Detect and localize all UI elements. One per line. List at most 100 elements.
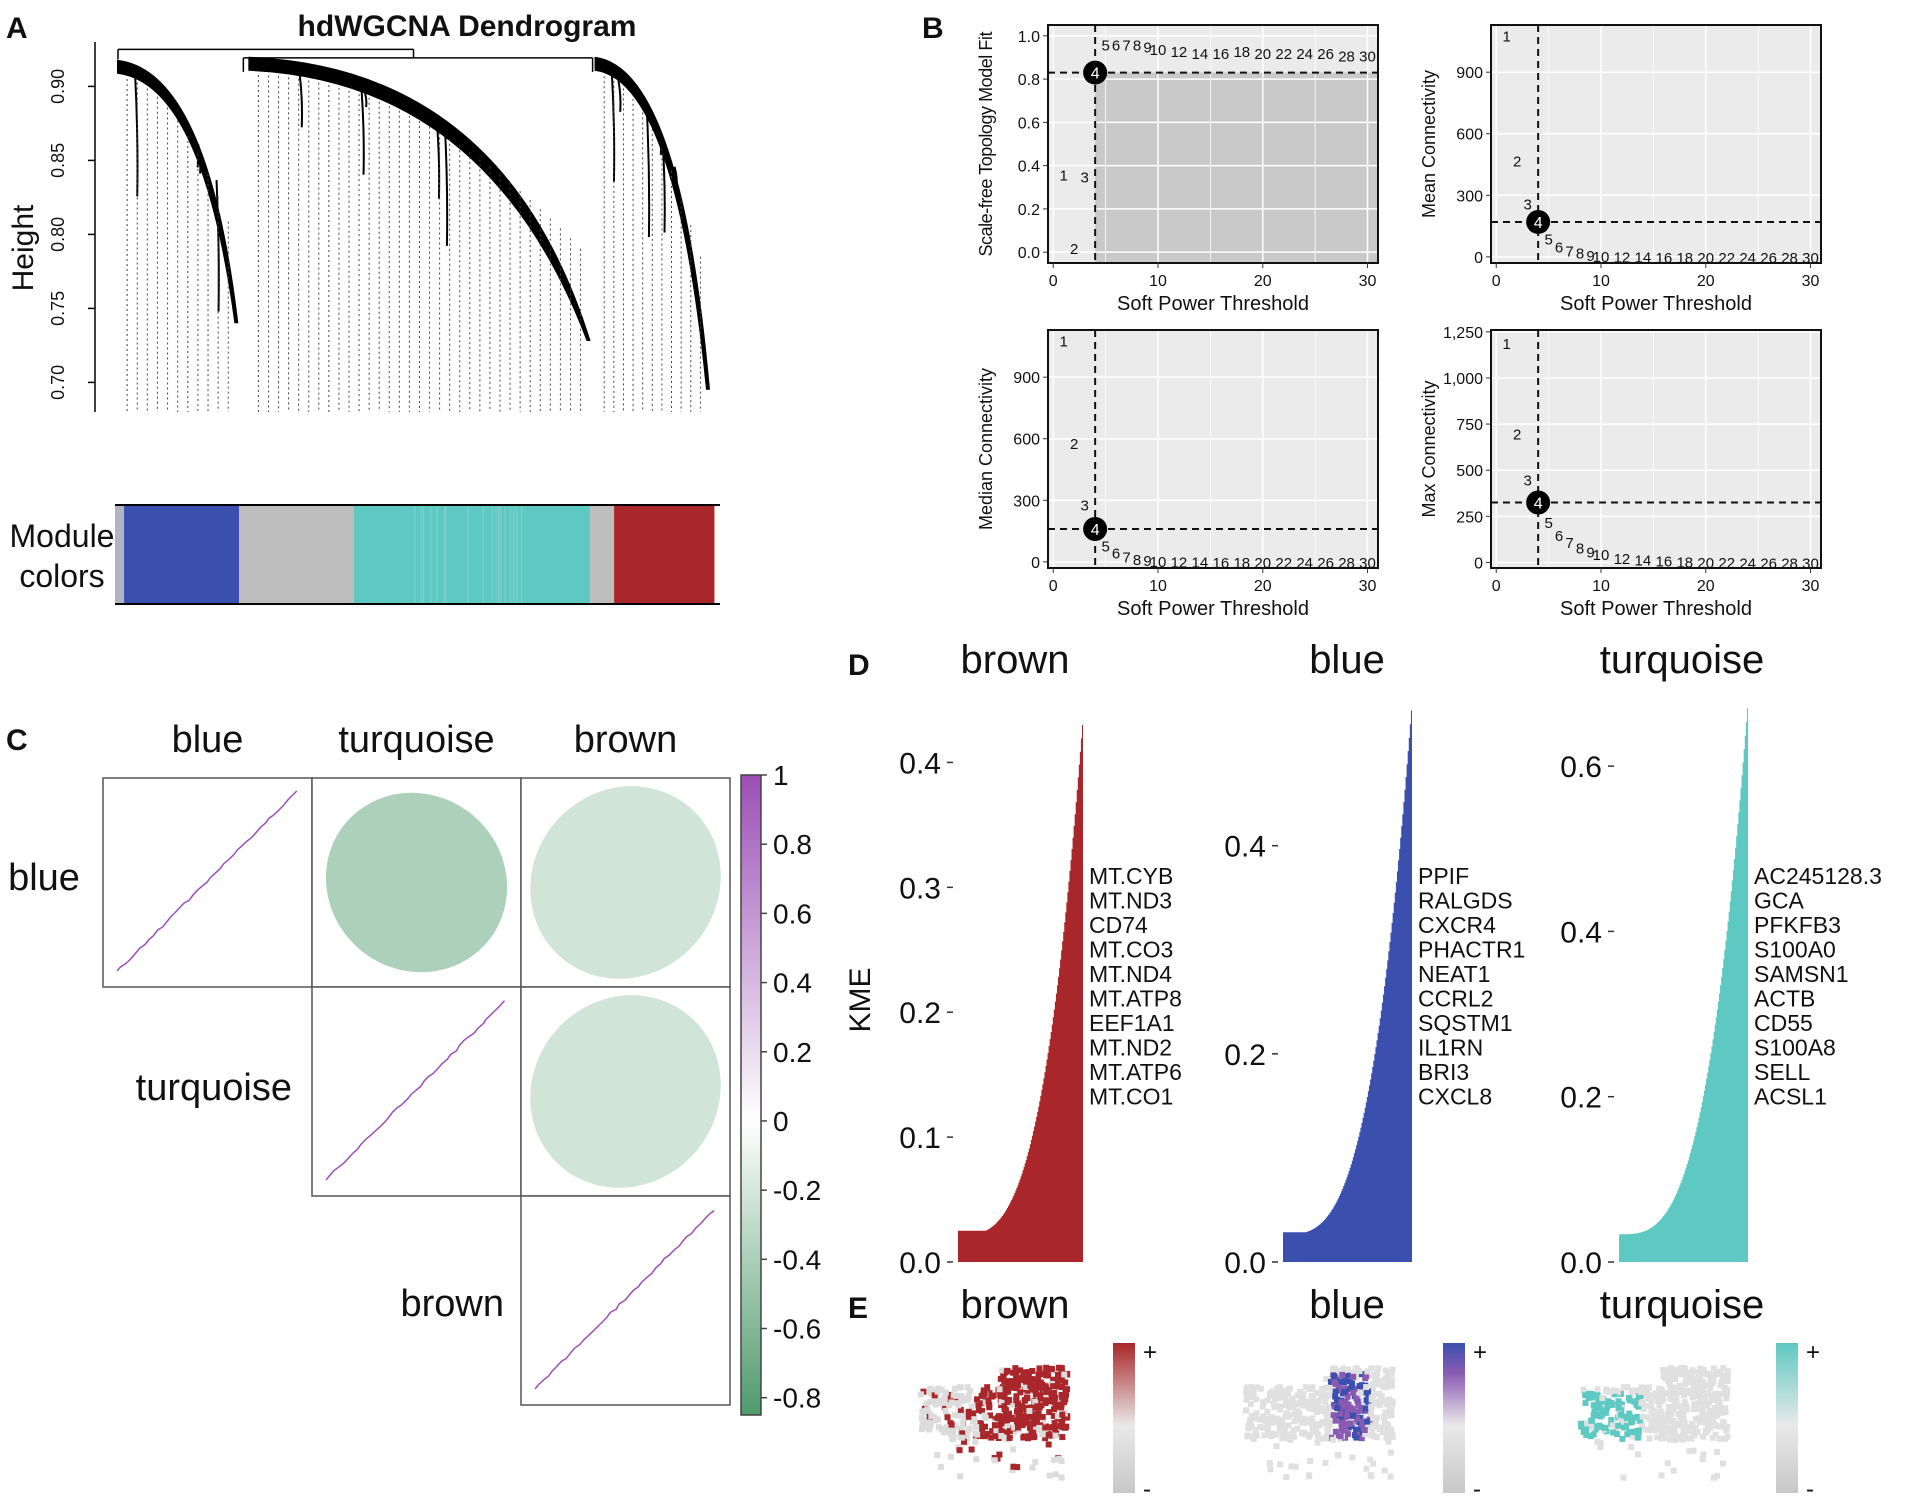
dendrogram-sub-branch [298,74,304,128]
umap-cell-point [976,1423,983,1430]
umap-cell-point [957,1406,964,1413]
umap-cell-point [1363,1465,1370,1472]
umap-cell-point [1709,1434,1716,1441]
kme-top-gene-label: SELL [1754,1059,1810,1085]
dendrogram-cluster-branch [594,56,710,390]
umap-cell-point [1031,1404,1038,1411]
power-point-label: 30 [1359,48,1376,65]
subplot-xtick-label: 20 [1697,578,1715,595]
umap-cell-point [1349,1380,1356,1387]
power-point-label: 30 [1802,555,1819,572]
subplot-ytick-label: 0 [1474,250,1483,267]
umap-cell-point [1005,1423,1012,1430]
umap-cell-point [1628,1443,1635,1450]
umap-cell-point [1647,1403,1654,1410]
power-point-label: 7 [1122,37,1130,54]
umap-cell-point [1654,1420,1661,1427]
umap-cell-point [949,1435,956,1442]
umap-cell-point [1660,1435,1667,1442]
kme-top-gene-label: CXCR4 [1418,912,1496,938]
umap-cell-point [1697,1365,1704,1372]
umap-cell-point [1005,1388,1012,1395]
power-point-label: 20 [1697,250,1714,267]
selected-power-label: 4 [1091,66,1100,83]
umap-cell-point [942,1389,949,1396]
umap-legend-high: + [1473,1339,1487,1366]
correlogram-row-label: brown [401,1283,505,1325]
umap-cell-point [981,1423,988,1430]
umap-cell-point [1270,1400,1277,1407]
power-point-label: 26 [1760,250,1777,267]
umap-cell-point [1700,1391,1707,1398]
subplot-ytick-label: 0.8 [1018,72,1040,89]
umap-cell-point [1039,1413,1046,1420]
umap-cell-point [965,1413,972,1420]
power-point-label: 2 [1513,426,1521,443]
umap-cell-point [1677,1413,1684,1420]
umap-cell-point [1013,1397,1020,1404]
umap-cell-point [1347,1404,1354,1411]
umap-cell-point [1384,1421,1391,1428]
umap-cell-point [1368,1396,1375,1403]
umap-cell-point [1580,1387,1587,1394]
umap-cell-point [1363,1384,1370,1391]
umap-cell-point [1334,1452,1341,1459]
power-point-label: 3 [1523,472,1531,489]
power-point-label: 3 [1080,169,1088,186]
power-point-label: 10 [1150,42,1167,59]
umap-cell-point [1636,1417,1643,1424]
umap-cell-point [1689,1367,1696,1374]
umap-cell-point [1722,1408,1729,1415]
umap-cell-point [1323,1375,1330,1382]
umap-cell-point [958,1398,965,1405]
subplot-border [1047,329,1379,569]
umap-cell-point [1014,1424,1021,1431]
umap-cell-point [1679,1408,1686,1415]
subplot-ytick-label: 0.0 [1018,245,1040,262]
umap-cell-point [989,1428,996,1435]
umap-cell-point [1260,1424,1267,1431]
umap-cell-point [1332,1388,1339,1395]
umap-cell-point [1683,1371,1690,1378]
umap-cell-point [1578,1420,1585,1427]
umap-cell-point [1682,1380,1689,1387]
power-point-label: 22 [1718,250,1735,267]
umap-cell-point [1672,1403,1679,1410]
umap-cell-point [1007,1416,1014,1423]
kme-top-gene-label: S100A0 [1754,937,1836,963]
power-point-label: 9 [1586,544,1594,561]
umap-cell-point [1620,1384,1627,1391]
umap-cell-point [1612,1387,1619,1394]
umap-cell-point [948,1421,955,1428]
kme-top-gene-label: ACSL1 [1754,1084,1827,1110]
subplot-shaded-region [1095,72,1378,263]
umap-cell-point [1723,1376,1730,1383]
umap-cell-point [1338,1421,1345,1428]
correlogram-ellipse [530,995,721,1188]
power-point-label: 5 [1544,515,1552,532]
umap-cell-point [1668,1430,1675,1437]
umap-cell-point [944,1424,951,1431]
umap-cell-point [1006,1434,1013,1441]
umap-cell-point [1609,1422,1616,1429]
power-point-label: 28 [1781,555,1798,572]
umap-legend-low: - [1473,1476,1481,1503]
umap-cell-point [1010,1463,1017,1470]
umap-cell-point [1290,1427,1297,1434]
umap-cell-point [1349,1412,1356,1419]
umap-cell-point [1309,1397,1316,1404]
umap-cell-point [1039,1431,1046,1438]
umap-cell-point [1714,1371,1721,1378]
umap-cell-point [1260,1398,1267,1405]
umap-cell-point [1614,1431,1621,1438]
power-point-label: 16 [1656,554,1673,571]
umap-cell-point [1635,1432,1642,1439]
umap-cell-point [1608,1399,1615,1406]
umap-cell-point [1024,1376,1031,1383]
umap-cell-point [1388,1378,1395,1385]
subplot-xlabel: Soft Power Threshold [1117,293,1309,315]
umap-cell-point [1644,1386,1651,1393]
umap-cell-point [1712,1431,1719,1438]
